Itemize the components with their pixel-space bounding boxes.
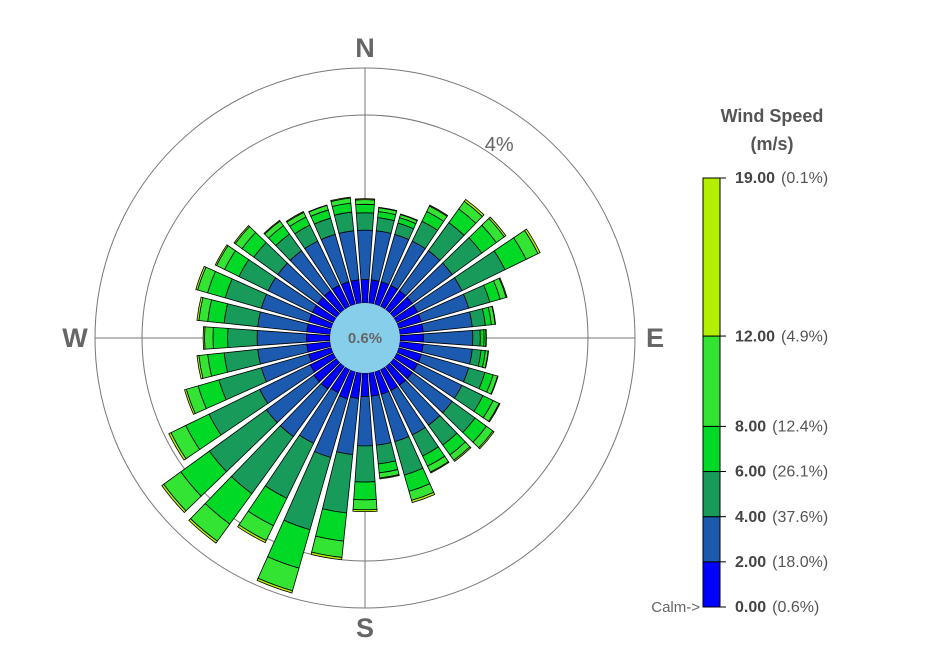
wind-bar-segment (310, 551, 343, 561)
wind-bar-segment (196, 296, 204, 321)
wind-bar-segment (375, 442, 397, 465)
legend-tick-label: 4.00 (735, 509, 766, 526)
wind-bar-segment (196, 355, 204, 380)
wind-bar-segment (223, 303, 261, 328)
wind-bar-segment (168, 432, 187, 461)
wind-bar-segment (490, 375, 499, 395)
legend-swatch (702, 516, 721, 563)
legend-swatch (702, 561, 721, 608)
wind-bar-segment (360, 279, 370, 304)
wind-bar-segment (263, 219, 281, 235)
wind-bar-segment (184, 388, 196, 415)
wind-bar-segment (360, 372, 370, 397)
compass-label: N (355, 33, 375, 63)
compass-label: S (356, 613, 374, 643)
legend-tick-label: 2.00 (735, 554, 766, 571)
grid-ring (141, 114, 589, 562)
wind-bar-segment (355, 203, 375, 214)
wind-bar-segment (479, 329, 485, 347)
wind-bar-segment (453, 446, 472, 462)
legend-tick-label: 6.00 (735, 464, 766, 481)
wind-bar-segment (306, 333, 331, 343)
calm-label: Calm-> (651, 599, 700, 616)
wind-bar-segment (227, 327, 258, 349)
wind-bar-segment (223, 348, 261, 373)
wind-bar-segment (256, 577, 294, 594)
wind-bar-segment (315, 508, 348, 542)
wind-bar-segment (352, 499, 378, 511)
wind-bar-segment (523, 228, 541, 255)
compass-label: E (646, 323, 664, 353)
legend-percent: (4.9%) (781, 328, 828, 345)
wind-bar-segment (488, 216, 507, 238)
wind-bar-segment (428, 204, 449, 217)
calm-value: 0.6% (348, 330, 382, 347)
legend-unit: (m/s) (750, 134, 793, 154)
wind-bar-segment (399, 213, 418, 222)
wind-bar-segment (285, 210, 305, 223)
ring-label: 4% (485, 134, 514, 156)
legend-swatch (702, 425, 721, 473)
wind-bar-segment (354, 199, 376, 206)
wind-bar-segment (411, 491, 436, 504)
wind-bar-segment (233, 224, 251, 245)
wind-bar-segment (212, 326, 229, 350)
wind-bar-segment (422, 330, 474, 346)
legend-percent: (26.1%) (772, 464, 828, 481)
wind-bar-segment (379, 474, 400, 480)
wind-bar-segment (478, 430, 495, 450)
legend-percent: (0.6%) (772, 599, 819, 616)
wind-bar-segment (256, 330, 308, 346)
wind-bar-segment (330, 196, 351, 202)
wind-bar-segment (161, 483, 187, 514)
wind-bar-segment (485, 329, 487, 347)
wind-bar-segment (354, 445, 376, 483)
wind-bar-segment (484, 350, 490, 369)
wind-bar-segment (214, 244, 229, 267)
compass-label: W (62, 323, 88, 353)
legend-tick-label: 0.00 (735, 599, 766, 616)
wind-bar-segment (357, 229, 373, 281)
wind-bar-segment (353, 481, 377, 501)
wind-bar-segment (498, 277, 508, 299)
legend-tick-label: 8.00 (735, 419, 766, 436)
wind-bar-segment (237, 524, 267, 544)
wind-bar-segment (399, 333, 424, 343)
legend-percent: (0.1%) (781, 170, 828, 187)
legend-swatch (702, 177, 721, 337)
legend-tick-label: 12.00 (735, 328, 775, 345)
legend-swatch (702, 471, 721, 518)
wind-bar-segment (202, 326, 206, 350)
wind-bar-segment (463, 198, 485, 218)
wind-bar-segment (429, 461, 450, 474)
wind-bar-segment (488, 402, 501, 423)
legend-tick-label: 19.00 (735, 170, 775, 187)
wind-bar-segment (354, 198, 376, 201)
wind-bar-segment (491, 305, 497, 325)
legend-swatch (702, 335, 721, 427)
legend-percent: (18.0%) (772, 554, 828, 571)
wind-bar-segment (355, 212, 375, 231)
legend-percent: (12.4%) (772, 419, 828, 436)
legend-percent: (37.6%) (772, 509, 828, 526)
wind-bar-segment (333, 211, 355, 234)
wind-bar-segment (188, 518, 218, 544)
wind-bar-segment (352, 508, 378, 513)
wind-bar-segment (357, 395, 373, 447)
wind-bar-segment (204, 326, 214, 350)
legend-title: Wind Speed (721, 106, 824, 126)
wind-bar-segment (378, 206, 398, 212)
calm-circle (330, 303, 400, 373)
wind-bar-segment (195, 265, 207, 291)
wind-bar-segment (308, 204, 328, 213)
wind-bar-segment (472, 329, 481, 347)
